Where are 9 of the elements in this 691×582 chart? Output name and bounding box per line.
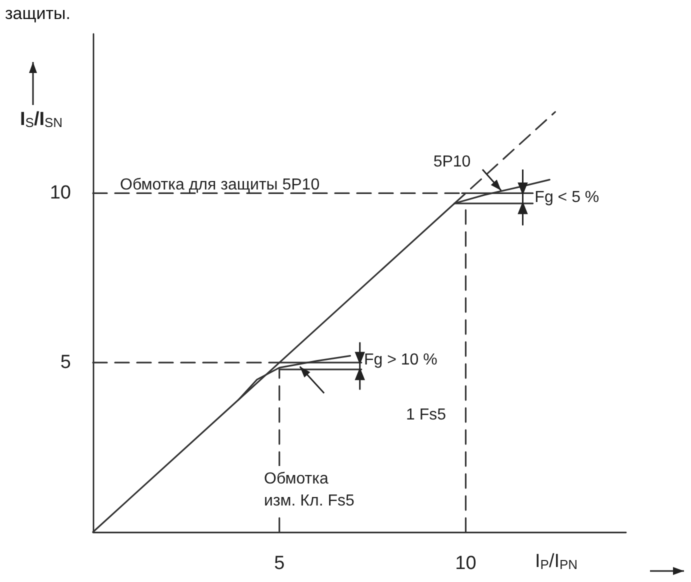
- chart-title: защиты.: [5, 4, 70, 23]
- y-axis-title: IS/ISN: [20, 109, 63, 130]
- annotation: Fg < 5 %: [534, 188, 600, 206]
- annotation: Обмотка для защиты 5P10: [120, 176, 320, 194]
- annotation: Fg > 10 %: [364, 352, 438, 369]
- x-axis-title: IP/IPN: [535, 551, 578, 572]
- annotation: 1 Fs5: [406, 406, 446, 424]
- annotation: Обмотка изм. Кл. Fs5: [264, 470, 354, 510]
- annotation: 5P10: [433, 154, 471, 170]
